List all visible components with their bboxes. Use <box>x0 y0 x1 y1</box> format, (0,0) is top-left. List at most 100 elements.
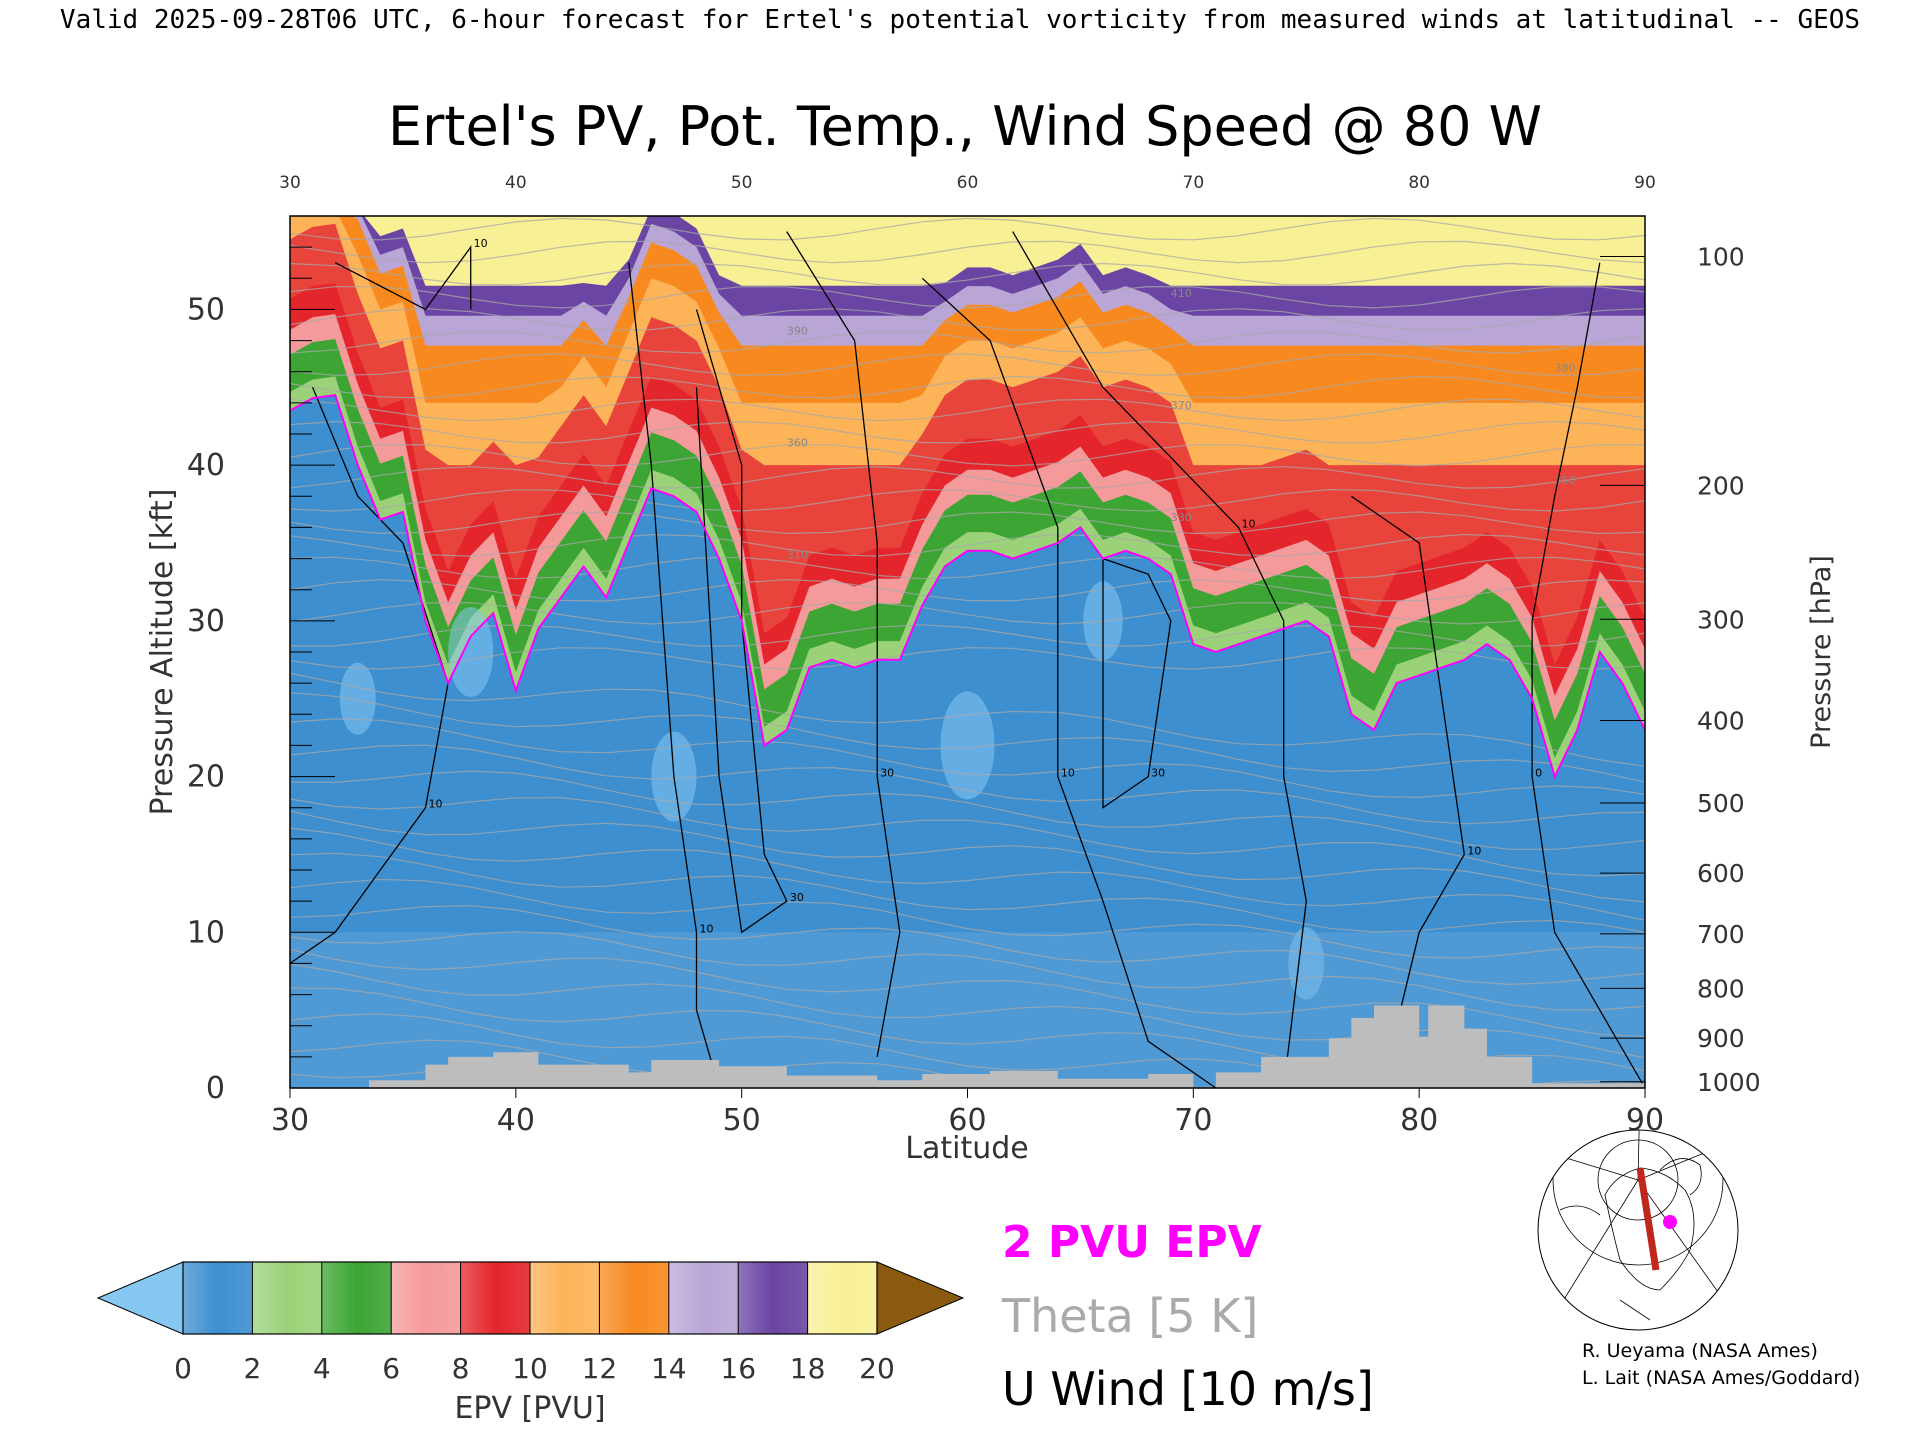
theta-label: 410 <box>1171 287 1192 300</box>
low-pv-patch <box>448 607 494 697</box>
pressure-tick-label: 600 <box>1697 859 1745 888</box>
theta-isentrope <box>290 1013 1645 1088</box>
theta-isentrope <box>290 533 1645 557</box>
y-tick-label: 0 <box>206 1071 225 1106</box>
colorbar-bands <box>182 1262 877 1334</box>
x-axis-label: Latitude <box>905 1131 1028 1166</box>
theta-isentrope <box>290 217 1645 241</box>
epv-band <box>364 216 1645 286</box>
u-wind-label: 10 <box>700 922 714 935</box>
chart-title: Ertel's PV, Pot. Temp., Wind Speed @ 80 … <box>388 95 1542 158</box>
surface-topography <box>290 1005 1645 1088</box>
theta-label: 330 <box>1171 511 1192 524</box>
x-tick-label: 70 <box>1174 1103 1212 1138</box>
contour-legend: 2 PVU EPV Theta [5 K] U Wind [10 m/s] <box>1001 1217 1374 1416</box>
pressure-tick-label: 300 <box>1697 605 1745 634</box>
theta-label: 390 <box>787 324 808 337</box>
u-wind-label: 10 <box>429 798 443 811</box>
theta-label: 380 <box>1555 362 1576 375</box>
theta-isentrope <box>290 744 1645 825</box>
tropopause-2pvu-contour <box>290 393 1645 780</box>
colorbar-tick-label: 18 <box>790 1352 826 1385</box>
colorbar-tick-label: 4 <box>313 1352 331 1385</box>
pressure-tick-label: 100 <box>1697 242 1745 271</box>
y-tick-label: 40 <box>187 448 225 483</box>
globe-map-icon <box>1537 1129 1739 1331</box>
location-marker <box>1663 1215 1677 1229</box>
x-tick-label: 40 <box>497 1103 535 1138</box>
credit-line-1: R. Ueyama (NASA Ames) <box>1582 1340 1818 1362</box>
theta-isentrope <box>290 602 1645 625</box>
theta-isentrope <box>290 444 1645 467</box>
y2-axis-label: Pressure [hPa] <box>1806 555 1837 749</box>
u-wind-label: 0 <box>1535 767 1542 780</box>
colorbar-band <box>321 1262 392 1334</box>
theta-isentrope <box>290 420 1645 444</box>
theta-label: 310 <box>787 549 808 562</box>
u-wind-label: 30 <box>1151 767 1165 780</box>
theta-isentrope <box>290 878 1645 959</box>
y-tick-label: 30 <box>187 604 225 639</box>
legend-theta: Theta [5 K] <box>1001 1289 1258 1343</box>
top-tick-label: 50 <box>731 173 753 193</box>
top-tick-label: 30 <box>279 173 301 193</box>
theta-isentrope <box>290 718 1645 798</box>
legend-u-wind: U Wind [10 m/s] <box>1002 1362 1374 1416</box>
colorbar-band <box>599 1262 669 1334</box>
y-tick-label: 20 <box>187 760 225 795</box>
u-wind-label: 10 <box>1061 767 1075 780</box>
colorbar-tick-label: 6 <box>382 1352 400 1385</box>
theta-isentrope <box>290 488 1645 512</box>
theta-isentrope <box>290 647 1645 670</box>
y-axis-label: Pressure Altitude [kft] <box>145 489 180 816</box>
top-tick-label: 80 <box>1408 173 1430 193</box>
x-tick-label: 80 <box>1400 1103 1438 1138</box>
colorbar-over-triangle <box>876 1261 965 1335</box>
colorbar-tick-label: 12 <box>582 1352 618 1385</box>
top-tick-label: 60 <box>957 173 979 193</box>
colorbar: 0 2 4 6 8 10 12 14 16 18 20 EPV [PVU] <box>96 1261 965 1426</box>
top-tick-label: 40 <box>505 173 527 193</box>
colorbar-band <box>252 1262 322 1334</box>
colorbar-tick-label: 20 <box>859 1352 895 1385</box>
pressure-tick-label: 700 <box>1697 920 1745 949</box>
theta-isentrope <box>290 398 1645 422</box>
theta-label: 350 <box>1555 474 1576 487</box>
colorbar-tick-label: 8 <box>452 1352 470 1385</box>
theta-isentrope <box>290 330 1645 354</box>
x-tick-label: 30 <box>271 1103 309 1138</box>
theta-isentrope <box>290 556 1645 580</box>
colorbar-band <box>391 1262 461 1334</box>
theta-contours: 310 330 350 360 370 380 390 410 <box>290 217 1645 1088</box>
y-tick-label: 10 <box>187 915 225 950</box>
u-wind-contour <box>1012 231 1307 1088</box>
colorbar-band <box>807 1262 877 1334</box>
pressure-tick-label: 900 <box>1697 1024 1745 1053</box>
x-tick-label: 60 <box>948 1103 986 1138</box>
colorbar-tick-label: 0 <box>174 1352 192 1385</box>
u-wind-contour <box>1102 557 1172 809</box>
theta-isentrope <box>290 827 1645 921</box>
theta-isentrope <box>290 308 1645 331</box>
credit-line-2: L. Lait (NASA Ames/Goddard) <box>1582 1367 1860 1389</box>
theta-label: 360 <box>787 436 808 449</box>
x-axis-bottom: 30 40 50 60 70 80 90 <box>271 1088 1664 1138</box>
colorbar-frame <box>182 1261 878 1335</box>
u-wind-contour <box>1351 495 1465 1026</box>
cross-section-line <box>1636 1167 1660 1271</box>
u-wind-label: 10 <box>1242 517 1256 530</box>
pressure-tick-label: 200 <box>1697 471 1745 500</box>
colorbar-tick-label: 16 <box>720 1352 756 1385</box>
theta-isentrope <box>290 852 1645 934</box>
u-wind-label: 30 <box>790 891 804 904</box>
theta-isentrope <box>290 692 1645 783</box>
colorbar-band <box>183 1262 253 1334</box>
valid-time-header: Valid 2025-09-28T06 UTC, 6-hour forecast… <box>60 5 1860 35</box>
legend-epv: 2 PVU EPV <box>1002 1217 1262 1268</box>
u-wind-contour <box>628 262 720 1088</box>
y-axis-right-pressure: 100 200 300 400 500 600 700 800 900 1000 <box>1600 242 1761 1097</box>
u-wind-contour <box>334 245 472 311</box>
theta-isentrope <box>290 353 1645 377</box>
theta-isentrope <box>290 578 1645 602</box>
